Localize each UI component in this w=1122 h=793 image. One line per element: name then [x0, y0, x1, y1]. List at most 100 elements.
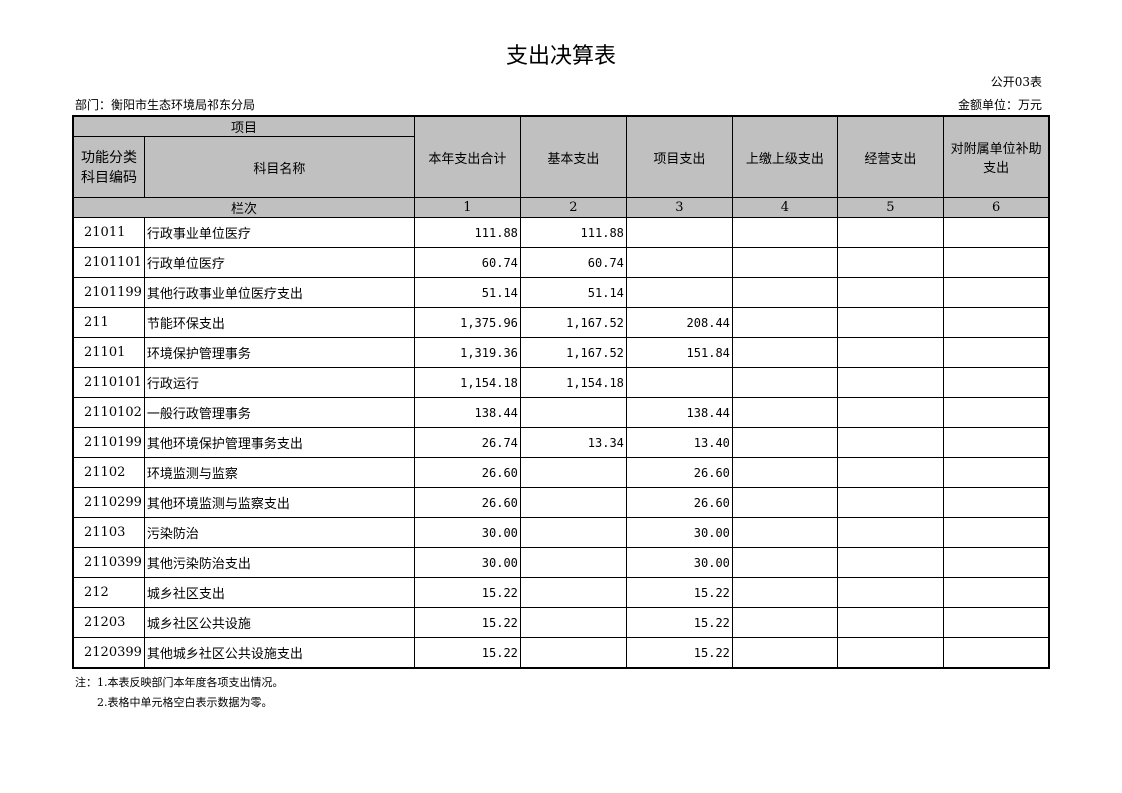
cell-amount: [519, 457, 627, 488]
cell-code: 21103: [72, 517, 145, 548]
table-row: 21103 污染防治 30.00 30.00: [72, 517, 1050, 548]
table-row: 2101199 其他行政事业单位医疗支出 51.14 51.14: [72, 277, 1050, 308]
cell-amount: 13.34: [519, 427, 627, 458]
cell-name: 行政单位医疗: [143, 247, 415, 278]
cell-amount: [836, 637, 944, 669]
cell-amount: [519, 487, 627, 518]
cell-amount: [731, 397, 838, 428]
cell-amount: 30.00: [625, 517, 733, 548]
cell-code: 21101: [72, 337, 145, 368]
table-row: 211 节能环保支出 1,375.96 1,167.52 208.44: [72, 307, 1050, 338]
cell-amount: 60.74: [413, 247, 521, 278]
cell-amount: [731, 277, 838, 308]
cell-amount: 60.74: [519, 247, 627, 278]
cell-code: 21102: [72, 457, 145, 488]
cell-amount: [731, 607, 838, 638]
cell-name: 环境监测与监察: [143, 457, 415, 488]
table-row: 21203 城乡社区公共设施 15.22 15.22: [72, 607, 1050, 638]
cell-amount: [625, 367, 733, 398]
cell-amount: [942, 217, 1050, 248]
table-row: 212 城乡社区支出 15.22 15.22: [72, 577, 1050, 608]
cell-amount: [519, 607, 627, 638]
cell-amount: 1,167.52: [519, 337, 627, 368]
cell-amount: 26.60: [625, 487, 733, 518]
cell-amount: [731, 217, 838, 248]
cell-amount: [731, 337, 838, 368]
column-number: 2: [519, 197, 627, 218]
column-number: 6: [942, 197, 1050, 218]
cell-amount: [731, 487, 838, 518]
cell-amount: [731, 247, 838, 278]
cell-amount: [519, 637, 627, 669]
cell-amount: 111.88: [413, 217, 521, 248]
cell-amount: [836, 607, 944, 638]
cell-code: 2110299: [72, 487, 145, 518]
header-upper: 上缴上级支出: [731, 115, 838, 198]
cell-amount: [519, 577, 627, 608]
cell-amount: 1,319.36: [413, 337, 521, 368]
cell-code: 212: [72, 577, 145, 608]
column-number: 5: [836, 197, 944, 218]
table-row: 2110199 其他环境保护管理事务支出 26.74 13.34 13.40: [72, 427, 1050, 458]
cell-name: 行政事业单位医疗: [143, 217, 415, 248]
page-title: 支出决算表: [505, 44, 616, 69]
cell-amount: [731, 547, 838, 578]
cell-name: 城乡社区支出: [143, 577, 415, 608]
header-business: 经营支出: [836, 115, 944, 198]
cell-amount: [836, 217, 944, 248]
cell-name: 其他污染防治支出: [143, 547, 415, 578]
cell-amount: 26.60: [625, 457, 733, 488]
cell-amount: [836, 337, 944, 368]
cell-amount: [731, 427, 838, 458]
cell-amount: 111.88: [519, 217, 627, 248]
cell-amount: 30.00: [413, 547, 521, 578]
cell-amount: [942, 607, 1050, 638]
header-basic: 基本支出: [519, 115, 627, 198]
cell-amount: [731, 367, 838, 398]
cell-amount: 13.40: [625, 427, 733, 458]
cell-name: 其他环境保护管理事务支出: [143, 427, 415, 458]
cell-amount: [942, 517, 1050, 548]
department: 部门：衡阳市生态环境局祁东分局: [75, 98, 256, 112]
cell-amount: [731, 577, 838, 608]
cell-code: 2110199: [72, 427, 145, 458]
cell-amount: [836, 547, 944, 578]
cell-amount: 30.00: [625, 547, 733, 578]
cell-amount: 1,154.18: [413, 367, 521, 398]
cell-amount: [836, 277, 944, 308]
cell-amount: [942, 637, 1050, 669]
cell-amount: [942, 367, 1050, 398]
header-total: 本年支出合计: [413, 115, 521, 198]
header-code: 功能分类科目编码: [72, 136, 145, 198]
cell-amount: 51.14: [413, 277, 521, 308]
column-number: 3: [625, 197, 733, 218]
cell-amount: [836, 307, 944, 338]
cell-code: 21203: [72, 607, 145, 638]
table-row: 21011 行政事业单位医疗 111.88 111.88: [72, 217, 1050, 248]
cell-amount: [519, 397, 627, 428]
cell-amount: 15.22: [625, 607, 733, 638]
cell-name: 环境保护管理事务: [143, 337, 415, 368]
cell-code: 21011: [72, 217, 145, 248]
cell-amount: 138.44: [625, 397, 733, 428]
cell-code: 2110399: [72, 547, 145, 578]
cell-amount: 30.00: [413, 517, 521, 548]
header-item: 项目: [72, 115, 415, 137]
cell-amount: [836, 577, 944, 608]
cell-amount: [942, 547, 1050, 578]
cell-code: 211: [72, 307, 145, 338]
cell-amount: [942, 277, 1050, 308]
cell-amount: [942, 577, 1050, 608]
cell-amount: 26.60: [413, 487, 521, 518]
cell-name: 其他行政事业单位医疗支出: [143, 277, 415, 308]
cell-code: 2110101: [72, 367, 145, 398]
cell-name: 其他环境监测与监察支出: [143, 487, 415, 518]
cell-amount: [836, 397, 944, 428]
cell-amount: 1,375.96: [413, 307, 521, 338]
cell-amount: 1,154.18: [519, 367, 627, 398]
cell-amount: [731, 307, 838, 338]
cell-amount: 51.14: [519, 277, 627, 308]
header-column-index: 栏次: [72, 197, 415, 218]
cell-name: 行政运行: [143, 367, 415, 398]
